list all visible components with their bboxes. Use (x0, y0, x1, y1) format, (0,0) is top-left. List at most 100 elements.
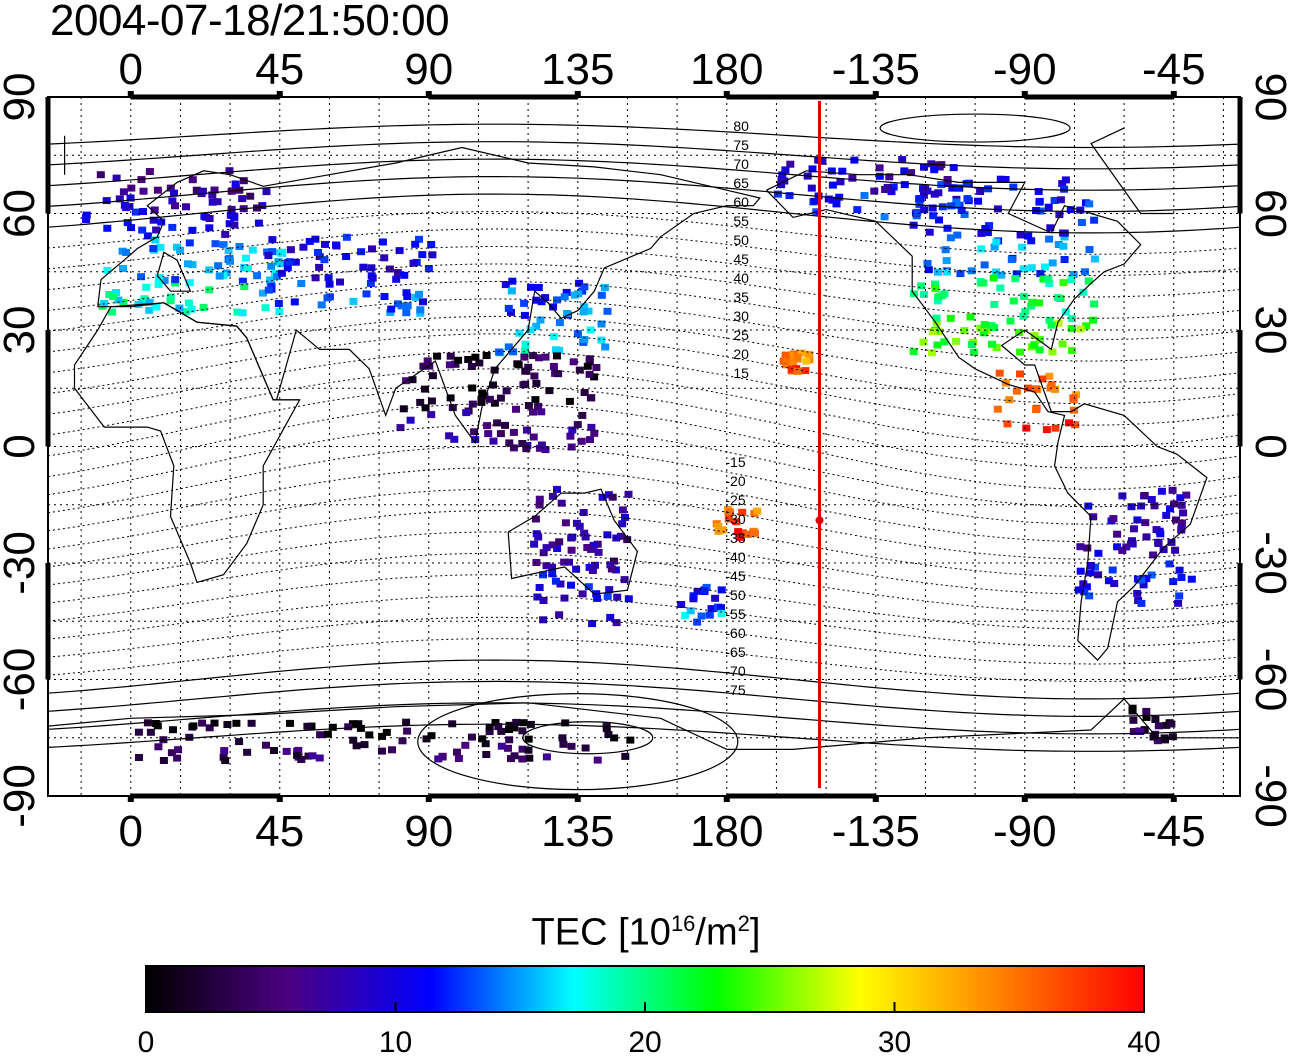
tec-cell (109, 293, 118, 300)
tec-cell (183, 260, 192, 268)
tec-cell (156, 243, 165, 251)
tec-cell (781, 166, 790, 174)
tec-cell (976, 324, 985, 332)
tec-cell (520, 299, 529, 307)
y-tick-label-left: 60 (0, 189, 44, 238)
tec-cell (875, 172, 884, 180)
tec-cell (1177, 501, 1186, 509)
tec-cell (1137, 502, 1146, 510)
tec-cell (870, 187, 879, 195)
x-tick-label-bottom: -90 (993, 807, 1057, 856)
tec-cell (1110, 580, 1119, 587)
tec-cell (362, 290, 371, 298)
tec-cell (586, 326, 595, 334)
tec-cell (555, 611, 564, 619)
tec-cell (187, 305, 196, 313)
tec-cell (717, 586, 726, 594)
mlat-contour (47, 246, 1241, 298)
tec-cell (450, 435, 459, 443)
tec-cell (119, 188, 128, 196)
tec-cell (427, 411, 436, 419)
tec-cell (693, 587, 702, 595)
tec-cell (1137, 599, 1146, 607)
tec-cell (880, 213, 889, 221)
tec-cell (1082, 322, 1091, 330)
tec-cell (535, 495, 544, 503)
tec-cell (718, 526, 727, 534)
tec-cell (134, 728, 143, 736)
tec-cell (1167, 720, 1176, 728)
tec-cell (264, 252, 273, 260)
tec-cell (119, 265, 127, 272)
tec-cell (1136, 728, 1145, 735)
tec-cell (545, 387, 554, 395)
colorbar-tick-label: 10 (379, 1026, 412, 1059)
x-tick-label-top: 45 (255, 45, 304, 94)
tec-cell (1007, 256, 1016, 264)
tec-cell (942, 268, 951, 276)
tec-cell (120, 201, 129, 209)
tec-cell (1182, 491, 1191, 499)
tec-cell (1118, 492, 1127, 500)
tec-cell (937, 181, 946, 189)
tec-cell (773, 190, 782, 198)
mlat-label: 45 (733, 251, 749, 267)
tec-cell (568, 533, 577, 541)
colorbar-tick-label: 30 (878, 1026, 911, 1059)
tec-cell (714, 523, 723, 531)
tec-cell (988, 340, 996, 348)
tec-cell (360, 741, 369, 749)
tec-cell (146, 728, 155, 736)
tec-cell (213, 198, 222, 206)
tec-cell (537, 298, 546, 306)
tec-cell (717, 610, 726, 618)
tec-cell (505, 721, 514, 729)
tec-cell (409, 259, 418, 267)
tec-cell (751, 529, 759, 537)
tec-cell (359, 263, 368, 271)
tec-cell (1137, 576, 1146, 584)
tec-cell (403, 727, 412, 735)
tec-cell (132, 208, 140, 216)
tec-cell (188, 226, 197, 234)
tec-cell (793, 367, 802, 375)
tec-cell (581, 533, 590, 541)
x-tick-label-bottom: -45 (1142, 807, 1206, 856)
tec-cell (954, 184, 962, 192)
tec-cell (933, 297, 942, 305)
tec-cell (606, 561, 615, 569)
x-tick-label-top: 0 (119, 45, 143, 94)
tec-cell (1142, 713, 1151, 721)
tec-cell (166, 293, 175, 301)
tec-cell (115, 195, 124, 203)
mlat-label: 35 (733, 289, 749, 305)
tec-cell (1076, 567, 1085, 575)
tec-cell (235, 738, 244, 746)
mlat-label: -70 (725, 663, 745, 679)
tec-cell (248, 246, 257, 254)
mlat-contour (47, 595, 1241, 647)
tec-cell (677, 601, 686, 608)
tec-cell (1021, 307, 1030, 315)
tec-cell (624, 595, 633, 603)
x-tick-label-bottom: 45 (255, 807, 304, 856)
tec-cell (433, 352, 442, 360)
tec-cell (344, 723, 353, 731)
tec-cell (321, 240, 329, 248)
tec-cell (1030, 341, 1039, 349)
tec-cell (1141, 519, 1150, 527)
tec-cell (299, 243, 308, 251)
tec-cell (925, 228, 934, 236)
tec-cell (588, 567, 597, 574)
tec-cell (537, 441, 546, 449)
tec-cell (555, 538, 564, 546)
tec-cell (957, 206, 966, 214)
tec-cell (548, 492, 557, 500)
tec-cell (686, 607, 695, 615)
tec-cell (293, 751, 302, 759)
tec-cell (1147, 571, 1156, 579)
tec-cell (590, 373, 599, 381)
colorbar-tick-label: 40 (1127, 1026, 1160, 1059)
tec-cell (239, 177, 248, 185)
tec-cell (142, 283, 151, 291)
